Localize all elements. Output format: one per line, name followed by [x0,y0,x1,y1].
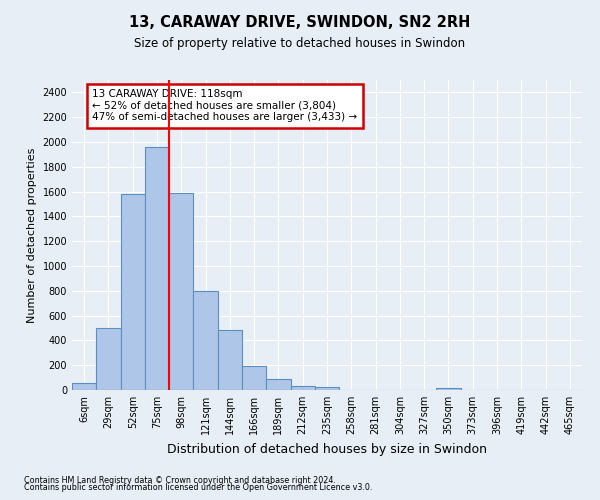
Bar [121,194,145,390]
Y-axis label: Number of detached properties: Number of detached properties [27,148,37,322]
Bar [290,386,315,390]
Text: 13, CARAWAY DRIVE, SWINDON, SN2 2RH: 13, CARAWAY DRIVE, SWINDON, SN2 2RH [130,15,470,30]
Bar [218,330,242,390]
Bar [315,387,339,390]
Bar [96,328,121,390]
Text: Size of property relative to detached houses in Swindon: Size of property relative to detached ho… [134,38,466,51]
Bar [266,379,290,390]
Bar [242,366,266,390]
Bar [193,291,218,390]
Bar [169,193,193,390]
Text: Contains HM Land Registry data © Crown copyright and database right 2024.: Contains HM Land Registry data © Crown c… [24,476,336,485]
Bar [145,147,169,390]
Text: 13 CARAWAY DRIVE: 118sqm
← 52% of detached houses are smaller (3,804)
47% of sem: 13 CARAWAY DRIVE: 118sqm ← 52% of detach… [92,90,358,122]
Bar [72,382,96,390]
X-axis label: Distribution of detached houses by size in Swindon: Distribution of detached houses by size … [167,442,487,456]
Text: Contains public sector information licensed under the Open Government Licence v3: Contains public sector information licen… [24,484,373,492]
Bar [436,388,461,390]
